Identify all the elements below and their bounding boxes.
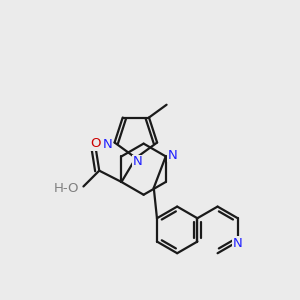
Text: N: N bbox=[133, 155, 142, 168]
Text: H-O: H-O bbox=[54, 182, 80, 195]
Text: O: O bbox=[91, 137, 101, 150]
Text: N: N bbox=[233, 237, 243, 250]
Text: N: N bbox=[168, 148, 178, 162]
Text: N: N bbox=[103, 138, 112, 151]
